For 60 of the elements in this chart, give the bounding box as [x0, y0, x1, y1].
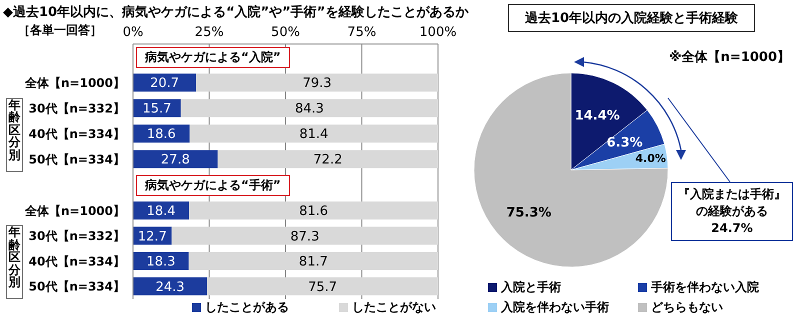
- y-tick-label: 全体【n=1000】: [24, 204, 125, 218]
- text: 病気やケガによる“手術”: [136, 175, 290, 196]
- bar: [189, 202, 438, 220]
- chart-title: ◆過去10年以内に、病気やケガによる“入院”や”手術”を経験したことがあるか: [3, 4, 468, 21]
- bar: [133, 150, 218, 168]
- data-label: 72.2: [313, 152, 342, 168]
- bar: [207, 277, 438, 296]
- x-tick-label: 50%: [271, 25, 300, 40]
- data-label: 20.7: [150, 76, 180, 92]
- data-label: 79.3: [302, 76, 332, 92]
- data-label: 18.3: [146, 254, 176, 270]
- y-tick-label: 50代【n=334】: [28, 152, 125, 167]
- y-tick-label: 50代【n=334】: [28, 280, 125, 294]
- bar: [196, 74, 438, 92]
- y-tick-label: 30代【n=332】: [28, 102, 125, 116]
- data-label: 81.7: [298, 254, 328, 270]
- bar: [133, 277, 208, 296]
- bar: [180, 99, 438, 118]
- data-label: 18.6: [146, 127, 176, 142]
- data-label: 87.3: [290, 229, 320, 244]
- data-label: 27.8: [160, 152, 190, 168]
- legend-label: 入院を伴わない手術: [501, 300, 609, 314]
- bar: [218, 150, 438, 168]
- text: ［各単一回答］: [18, 22, 102, 39]
- data-label: 15.7: [142, 102, 172, 117]
- x-tick-label: 25%: [194, 25, 224, 40]
- text: 病気やケガによる“入院”: [136, 47, 290, 68]
- x-tick-label: 100%: [419, 25, 457, 40]
- text: ※全体【n=1000】: [669, 49, 790, 66]
- y-tick-label: 40代【n=334】: [28, 254, 125, 268]
- legend-label: 入院と手術: [501, 280, 561, 294]
- data-label: 81.4: [299, 127, 328, 142]
- text: 年齢区分別: [6, 225, 23, 299]
- legend-label: したことがある: [205, 300, 289, 314]
- bar: [190, 124, 438, 143]
- legend-label: どちらもない: [651, 300, 723, 314]
- data-label: 14.4%: [574, 108, 620, 124]
- data-label: 6.3%: [606, 135, 643, 150]
- data-label: 4.0%: [635, 152, 666, 165]
- chart-title: 過去10年以内の入院経験と手術経験: [508, 4, 755, 32]
- data-label: 18.4: [146, 204, 176, 220]
- bar: [172, 226, 438, 245]
- data-label: 12.7: [138, 229, 167, 244]
- bar: [188, 252, 438, 270]
- bar: [133, 74, 196, 92]
- y-tick-label: 全体【n=1000】: [24, 76, 125, 90]
- data-label: 75.3%: [506, 205, 552, 220]
- legend-label: したことがない: [352, 300, 436, 314]
- data-label: 24.3: [156, 280, 185, 295]
- x-tick-label: 75%: [347, 25, 376, 40]
- x-tick-label: 0%: [122, 25, 144, 40]
- data-label: 75.7: [308, 280, 338, 295]
- data-label: 84.3: [294, 102, 324, 117]
- callout-box: 『入院または手術』の経験がある 24.7%: [671, 182, 793, 241]
- pie-slice: [474, 72, 668, 268]
- y-tick-label: 40代【n=334】: [28, 127, 125, 142]
- data-label: 81.6: [299, 204, 328, 220]
- text: 年齢区分別: [6, 98, 23, 172]
- legend-label: 手術を伴わない入院: [651, 280, 759, 294]
- y-tick-label: 30代【n=332】: [28, 229, 125, 244]
